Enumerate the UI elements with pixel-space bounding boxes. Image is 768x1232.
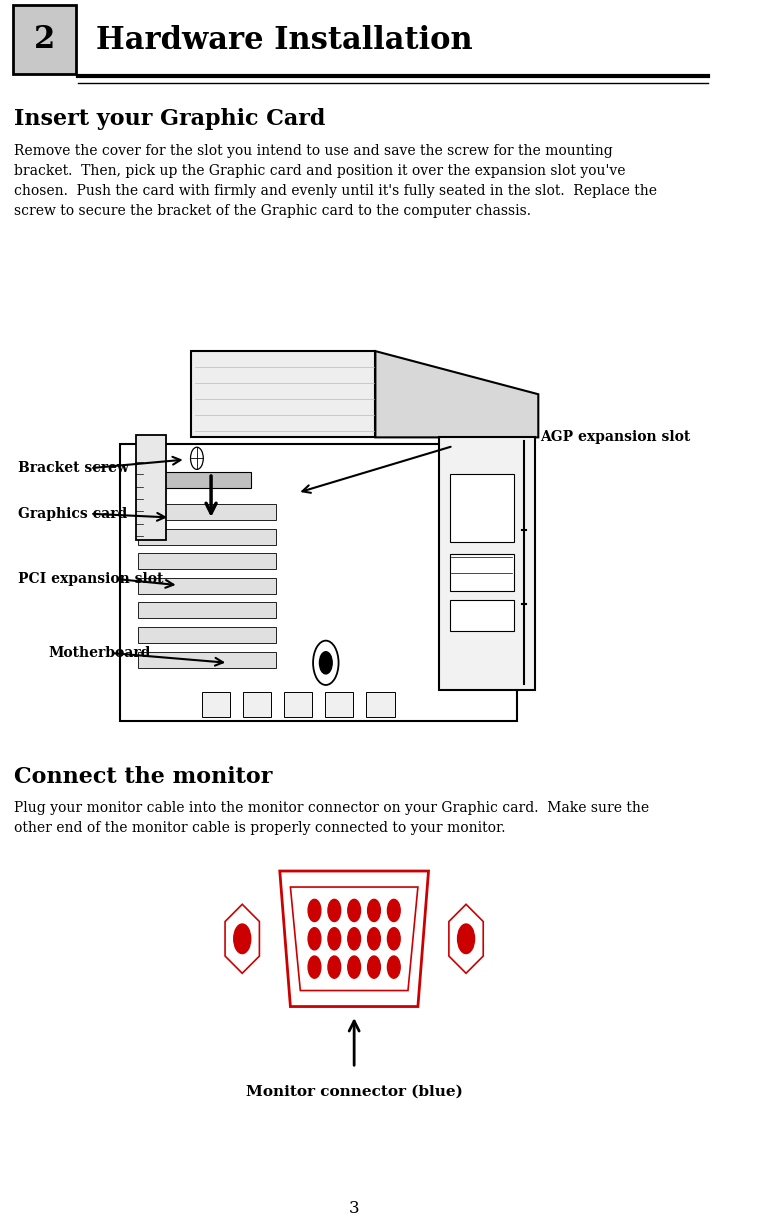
Circle shape	[319, 652, 333, 674]
FancyBboxPatch shape	[243, 692, 271, 717]
Circle shape	[308, 899, 321, 922]
FancyBboxPatch shape	[13, 5, 76, 74]
Text: 3: 3	[349, 1200, 359, 1217]
FancyBboxPatch shape	[138, 578, 276, 594]
FancyBboxPatch shape	[136, 435, 166, 540]
Circle shape	[348, 899, 360, 922]
Circle shape	[328, 928, 341, 950]
Circle shape	[458, 924, 475, 954]
Polygon shape	[225, 904, 260, 973]
Circle shape	[387, 956, 400, 978]
FancyBboxPatch shape	[450, 554, 514, 591]
FancyBboxPatch shape	[138, 529, 276, 545]
Text: Bracket screw: Bracket screw	[18, 461, 128, 476]
Polygon shape	[191, 351, 376, 437]
FancyBboxPatch shape	[138, 504, 276, 520]
Text: Plug your monitor cable into the monitor connector on your Graphic card.  Make s: Plug your monitor cable into the monitor…	[14, 801, 649, 835]
Text: Monitor connector (blue): Monitor connector (blue)	[246, 1084, 462, 1098]
Circle shape	[368, 928, 380, 950]
Polygon shape	[280, 871, 429, 1007]
Text: Connect the monitor: Connect the monitor	[14, 766, 273, 788]
Circle shape	[308, 928, 321, 950]
FancyBboxPatch shape	[450, 474, 514, 542]
Circle shape	[387, 928, 400, 950]
Text: PCI expansion slot: PCI expansion slot	[18, 572, 163, 586]
Text: Insert your Graphic Card: Insert your Graphic Card	[14, 108, 326, 131]
FancyBboxPatch shape	[138, 627, 276, 643]
Circle shape	[348, 928, 360, 950]
Circle shape	[328, 956, 341, 978]
FancyBboxPatch shape	[138, 652, 276, 668]
Polygon shape	[449, 904, 483, 973]
FancyBboxPatch shape	[138, 553, 276, 569]
FancyBboxPatch shape	[138, 602, 276, 618]
Polygon shape	[376, 351, 538, 437]
FancyBboxPatch shape	[325, 692, 353, 717]
FancyBboxPatch shape	[121, 444, 517, 721]
Circle shape	[387, 899, 400, 922]
FancyBboxPatch shape	[439, 437, 535, 690]
Text: Remove the cover for the slot you intend to use and save the screw for the mount: Remove the cover for the slot you intend…	[14, 144, 657, 218]
Text: Graphics card: Graphics card	[18, 506, 127, 521]
Text: 2: 2	[34, 23, 55, 55]
Text: Hardware Installation: Hardware Installation	[96, 25, 472, 57]
FancyBboxPatch shape	[138, 472, 251, 488]
Circle shape	[348, 956, 360, 978]
Circle shape	[233, 924, 250, 954]
Text: AGP expansion slot: AGP expansion slot	[541, 430, 690, 445]
FancyBboxPatch shape	[284, 692, 313, 717]
FancyBboxPatch shape	[450, 600, 514, 631]
Circle shape	[328, 899, 341, 922]
Text: Motherboard: Motherboard	[48, 646, 151, 660]
Polygon shape	[290, 887, 418, 991]
FancyBboxPatch shape	[366, 692, 395, 717]
Circle shape	[368, 899, 380, 922]
FancyBboxPatch shape	[202, 692, 230, 717]
Circle shape	[368, 956, 380, 978]
Circle shape	[308, 956, 321, 978]
